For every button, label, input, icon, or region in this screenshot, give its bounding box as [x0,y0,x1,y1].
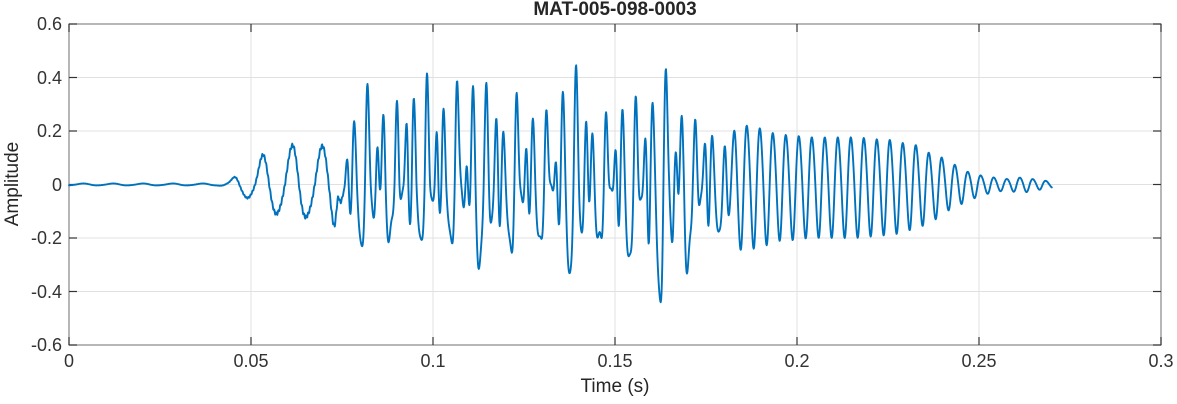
x-tick-label-0.25: 0.25 [961,351,997,371]
x-tick-label-0.05: 0.05 [233,351,269,371]
y-tick-label-0.4: 0.4 [36,67,62,88]
y-tick-label--0.6: -0.6 [30,335,62,355]
y-tick-label-0.2: 0.2 [36,121,62,141]
x-tick-label-0.3: 0.3 [1148,351,1174,371]
y-tick-label-0: 0 [51,174,62,195]
chart-title: MAT-005-098-0003 [533,0,697,20]
y-tick-label-0.6: 0.6 [36,14,62,34]
x-tick-label-0: 0 [63,351,74,371]
x-axis-label: Time (s) [580,376,650,397]
x-tick-label-0.2: 0.2 [784,351,810,371]
x-tick-label-0.1: 0.1 [420,351,446,371]
waveform-line [68,64,1053,304]
y-tick-label--0.4: -0.4 [30,281,62,302]
x-tick-label-0.15: 0.15 [597,351,633,371]
y-tick-label--0.2: -0.2 [30,228,62,248]
